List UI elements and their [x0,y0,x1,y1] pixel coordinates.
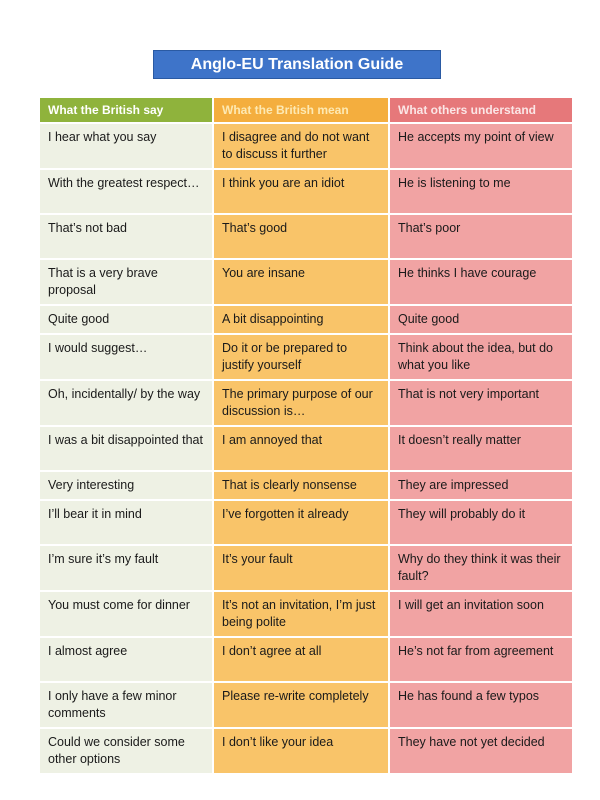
others-understand-cell: Think about the idea, but do what you li… [390,335,572,379]
table-row: I’m sure it’s my fault It’s your fault W… [40,546,572,590]
table-row: I hear what you say I disagree and do no… [40,124,572,168]
column-header-british-say: What the British say [40,98,212,122]
british-mean-cell: That is clearly nonsense [214,472,388,499]
british-say-cell: I hear what you say [40,124,212,168]
british-say-cell: That is a very brave proposal [40,260,212,304]
british-mean-cell: I am annoyed that [214,427,388,470]
others-understand-cell: I will get an invitation soon [390,592,572,636]
column-header-british-mean: What the British mean [214,98,388,122]
table-row: That is a very brave proposal You are in… [40,260,572,304]
others-understand-cell: He’s not far from agreement [390,638,572,681]
british-mean-cell: A bit disappointing [214,306,388,333]
table-header-row: What the British say What the British me… [40,98,572,122]
others-understand-cell: Why do they think it was their fault? [390,546,572,590]
table-row: I would suggest… Do it or be prepared to… [40,335,572,379]
others-understand-cell: It doesn’t really matter [390,427,572,470]
table-row: I only have a few minor comments Please … [40,683,572,727]
british-say-cell: You must come for dinner [40,592,212,636]
column-header-others-understand: What others understand [390,98,572,122]
british-say-cell: I would suggest… [40,335,212,379]
british-mean-cell: I don’t like your idea [214,729,388,773]
others-understand-cell: He is listening to me [390,170,572,213]
table-row: I was a bit disappointed that I am annoy… [40,427,572,470]
british-say-cell: I’ll bear it in mind [40,501,212,544]
table-row: That’s not bad That’s good That’s poor [40,215,572,258]
others-understand-cell: He accepts my point of view [390,124,572,168]
british-say-cell: With the greatest respect… [40,170,212,213]
table-row: You must come for dinner It’s not an inv… [40,592,572,636]
table-row: Quite good A bit disappointing Quite goo… [40,306,572,333]
british-mean-cell: I don’t agree at all [214,638,388,681]
british-mean-cell: I’ve forgotten it already [214,501,388,544]
british-say-cell: I’m sure it’s my fault [40,546,212,590]
others-understand-cell: They will probably do it [390,501,572,544]
british-mean-cell: Do it or be prepared to justify yourself [214,335,388,379]
british-say-cell: Could we consider some other options [40,729,212,773]
table-row: Oh, incidentally/ by the way The primary… [40,381,572,425]
others-understand-cell: That’s poor [390,215,572,258]
british-mean-cell: It’s not an invitation, I’m just being p… [214,592,388,636]
british-mean-cell: You are insane [214,260,388,304]
british-mean-cell: Please re-write completely [214,683,388,727]
british-mean-cell: That’s good [214,215,388,258]
table-row: I almost agree I don’t agree at all He’s… [40,638,572,681]
others-understand-cell: He has found a few typos [390,683,572,727]
british-say-cell: I only have a few minor comments [40,683,212,727]
british-mean-cell: The primary purpose of our discussion is… [214,381,388,425]
table-row: I’ll bear it in mind I’ve forgotten it a… [40,501,572,544]
british-say-cell: Oh, incidentally/ by the way [40,381,212,425]
others-understand-cell: They are impressed [390,472,572,499]
table-row: Could we consider some other options I d… [40,729,572,773]
others-understand-cell: They have not yet decided [390,729,572,773]
others-understand-cell: He thinks I have courage [390,260,572,304]
others-understand-cell: That is not very important [390,381,572,425]
table-row: Very interesting That is clearly nonsens… [40,472,572,499]
british-mean-cell: I think you are an idiot [214,170,388,213]
british-mean-cell: It’s your fault [214,546,388,590]
table-row: With the greatest respect… I think you a… [40,170,572,213]
page-title: Anglo-EU Translation Guide [153,50,441,79]
british-say-cell: Very interesting [40,472,212,499]
british-say-cell: I almost agree [40,638,212,681]
translation-table: What the British say What the British me… [38,96,574,775]
british-mean-cell: I disagree and do not want to discuss it… [214,124,388,168]
british-say-cell: I was a bit disappointed that [40,427,212,470]
british-say-cell: Quite good [40,306,212,333]
others-understand-cell: Quite good [390,306,572,333]
british-say-cell: That’s not bad [40,215,212,258]
